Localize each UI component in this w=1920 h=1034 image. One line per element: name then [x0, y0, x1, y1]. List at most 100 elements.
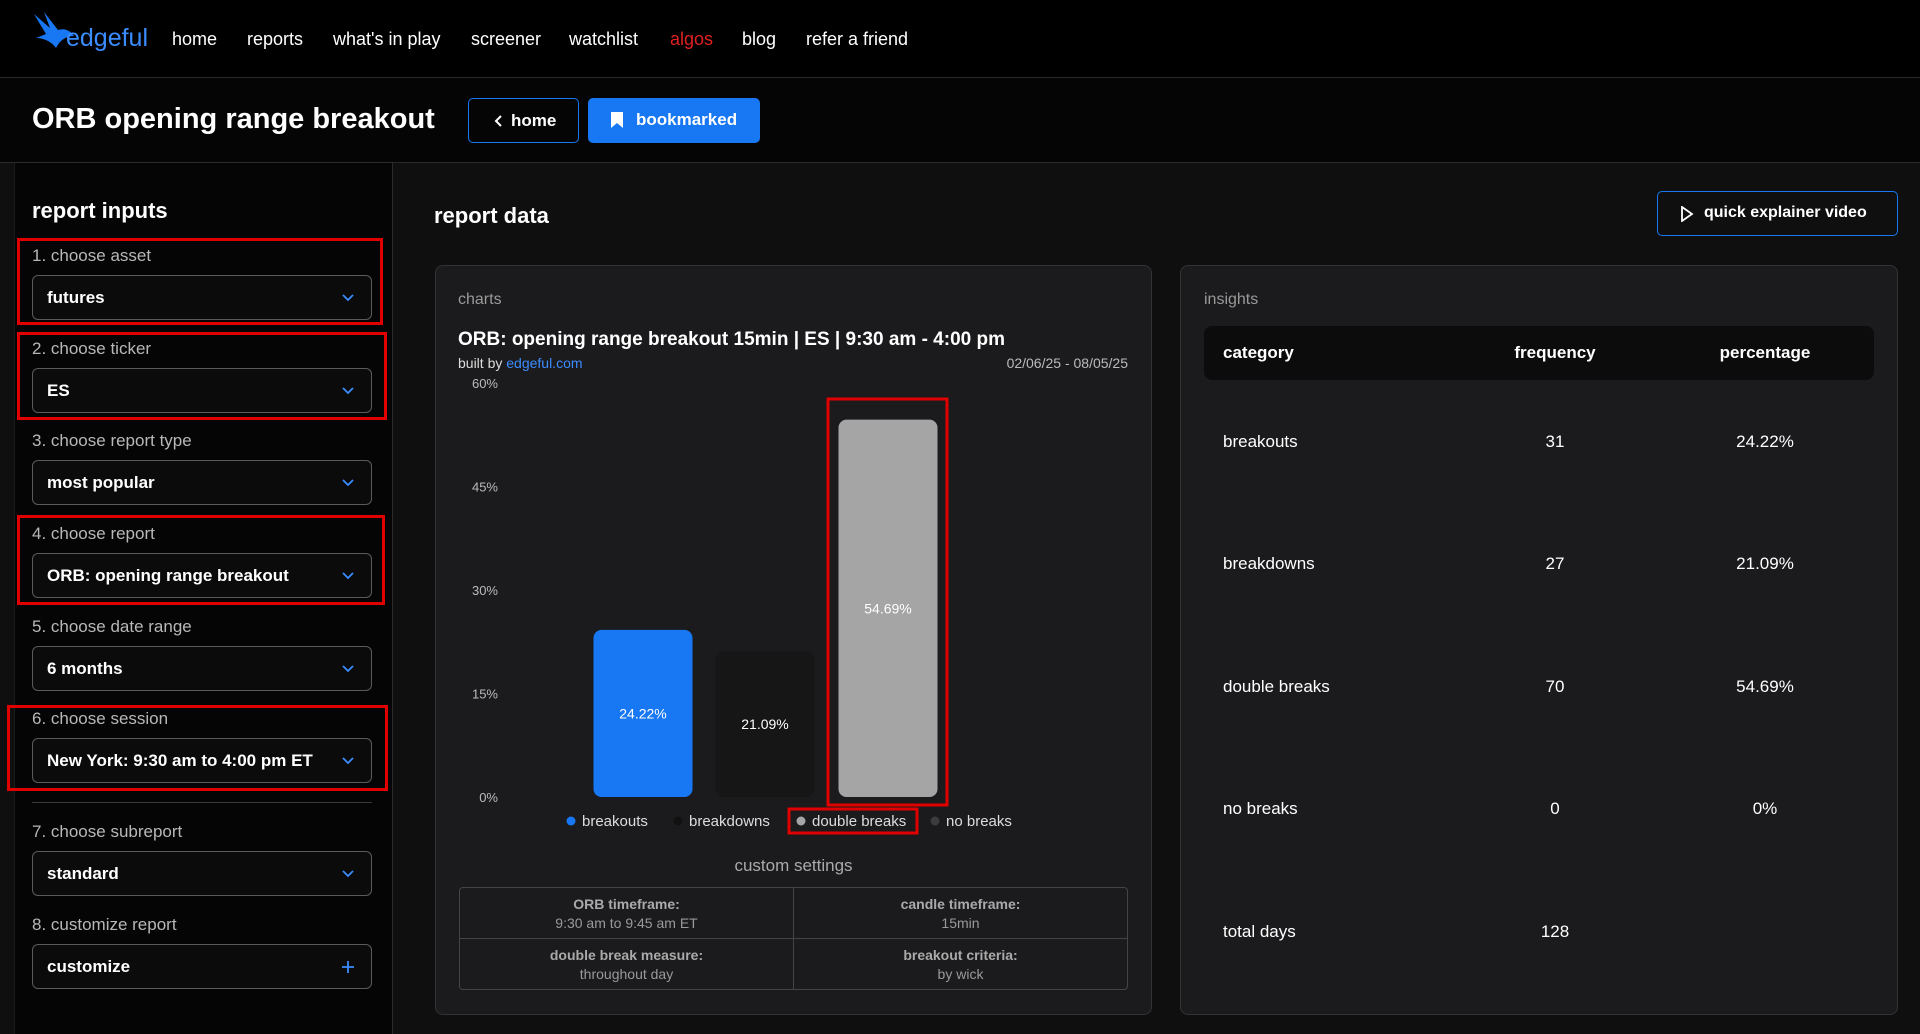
y-tick-label: 45% [472, 480, 498, 495]
legend-dot [930, 816, 940, 826]
input-label: 3. choose report type [32, 431, 192, 450]
table-cell: 128 [1540, 922, 1570, 941]
table-cell: 21.09% [1736, 554, 1794, 573]
video-button[interactable]: quick explainer video [1657, 191, 1898, 236]
input-label: 7. choose subreport [32, 822, 183, 841]
settings-value: 15min [941, 915, 980, 931]
y-tick-label: 15% [472, 687, 498, 702]
chevron-icon [494, 115, 502, 127]
table-cell: 0 [1550, 799, 1560, 818]
highlight-box [787, 807, 919, 835]
dropdown-icon [342, 757, 354, 765]
button-label: quick explainer video [1704, 204, 1867, 221]
legend-label: double breaks [812, 813, 906, 830]
select-box[interactable]: standard [32, 851, 372, 896]
value-label: 54.69% [864, 600, 911, 616]
select-box[interactable]: 6 months [32, 646, 372, 691]
select-value: most popular [47, 473, 155, 492]
settings-label: candle timeframe: [900, 896, 1021, 912]
settings-cell: candle timeframe: 15min [794, 888, 1127, 939]
bar-chart: 0% 15% 30% 45% 60% 24.22% breakouts 21.09% break… [472, 376, 1012, 835]
nav-link[interactable]: home [172, 29, 218, 49]
input-label: 1. choose asset [32, 246, 152, 265]
card-label: insights [1204, 291, 1259, 308]
nav-link[interactable]: what's in play [333, 29, 441, 49]
table-cell: double breaks [1223, 677, 1330, 696]
input-label: 5. choose date range [32, 617, 192, 636]
input-label: 6. choose session [32, 709, 169, 728]
select-box[interactable]: ES [32, 368, 372, 413]
dropdown-icon [342, 665, 354, 673]
table-cell: 27 [1545, 554, 1565, 573]
button-label: home [511, 111, 557, 130]
select-box[interactable]: futures [32, 275, 372, 320]
table-cell: 70 [1545, 677, 1565, 696]
nav-link[interactable]: refer a friend [806, 29, 909, 49]
highlight-box [17, 238, 383, 325]
y-tick-label: 0% [479, 790, 498, 805]
table-header [1204, 326, 1874, 380]
legend-label: breakdowns [689, 813, 770, 830]
highlight-box [7, 705, 388, 791]
settings-table: ORB timeframe: 9:30 am to 9:45 am ET candl… [459, 887, 1128, 990]
chart-title: ORB: opening range breakout 15min | ES |… [458, 329, 1005, 350]
card-label: charts [458, 291, 502, 308]
bookmarked-button[interactable]: bookmarked [588, 98, 760, 143]
column-header: frequency [1514, 343, 1596, 362]
select-value: ES [47, 381, 70, 400]
select-box[interactable]: most popular [32, 460, 372, 505]
select-box[interactable]: customize [32, 944, 372, 989]
table-cell: 0% [1752, 799, 1778, 818]
nav-link[interactable]: watchlist [569, 29, 639, 49]
logo-icon [34, 12, 74, 48]
input-label: 2. choose ticker [32, 339, 152, 358]
settings-value: throughout day [579, 966, 674, 982]
dropdown-icon [342, 479, 354, 487]
select-value: New York: 9:30 am to 4:00 pm ET [47, 751, 313, 770]
table-cell: breakouts [1223, 432, 1298, 451]
bar [593, 629, 693, 797]
nav-link[interactable]: blog [742, 29, 777, 49]
input-label: 8. customize report [32, 915, 177, 934]
dropdown-icon [342, 870, 354, 878]
settings-cell: double break measure: throughout day [460, 939, 794, 990]
settings-value: by wick [937, 966, 984, 982]
select-value: 6 months [47, 659, 123, 678]
sidebar-title: report inputs [32, 198, 168, 223]
nav-link[interactable]: screener [471, 29, 542, 49]
select-value: ORB: opening range breakout [47, 566, 289, 585]
bar [715, 651, 815, 797]
date-range: 02/06/25 - 08/05/25 [1006, 355, 1128, 371]
section-title: report data [434, 203, 549, 228]
settings-label: breakout criteria: [903, 947, 1018, 963]
dropdown-icon [342, 294, 354, 302]
select-value: futures [47, 288, 105, 307]
page-title: ORB opening range breakout [32, 103, 435, 135]
button-label: bookmarked [636, 110, 738, 129]
table-cell: 24.22% [1736, 432, 1794, 451]
header: ORB opening range breakout home bookmark… [0, 78, 1920, 163]
legend-dot [566, 816, 576, 826]
select-box[interactable]: ORB: opening range breakout [32, 553, 372, 598]
dropdown-icon [342, 572, 354, 580]
built-by: built by edgeful.com [458, 355, 583, 371]
logo-text[interactable]: edgeful [66, 24, 149, 52]
table-cell: 54.69% [1736, 677, 1794, 696]
table-cell: 31 [1545, 432, 1565, 451]
bar [838, 419, 938, 797]
site-link[interactable]: edgeful.com [506, 355, 583, 371]
legend-dot [673, 816, 683, 826]
value-label: 24.22% [619, 705, 666, 721]
nav-link[interactable]: algos [670, 29, 714, 49]
home-button[interactable]: home [468, 98, 579, 143]
play-icon [1681, 206, 1694, 222]
highlight-box [826, 397, 949, 807]
legend-dot [796, 816, 806, 826]
select-box[interactable]: New York: 9:30 am to 4:00 pm ET [32, 738, 372, 783]
nav-link[interactable]: reports [247, 29, 304, 49]
settings-value: 9:30 am to 9:45 am ET [555, 915, 698, 931]
input-label: 4. choose report [32, 524, 155, 543]
settings-cell: breakout criteria: by wick [794, 939, 1127, 990]
table-cell: breakdowns [1223, 554, 1315, 573]
